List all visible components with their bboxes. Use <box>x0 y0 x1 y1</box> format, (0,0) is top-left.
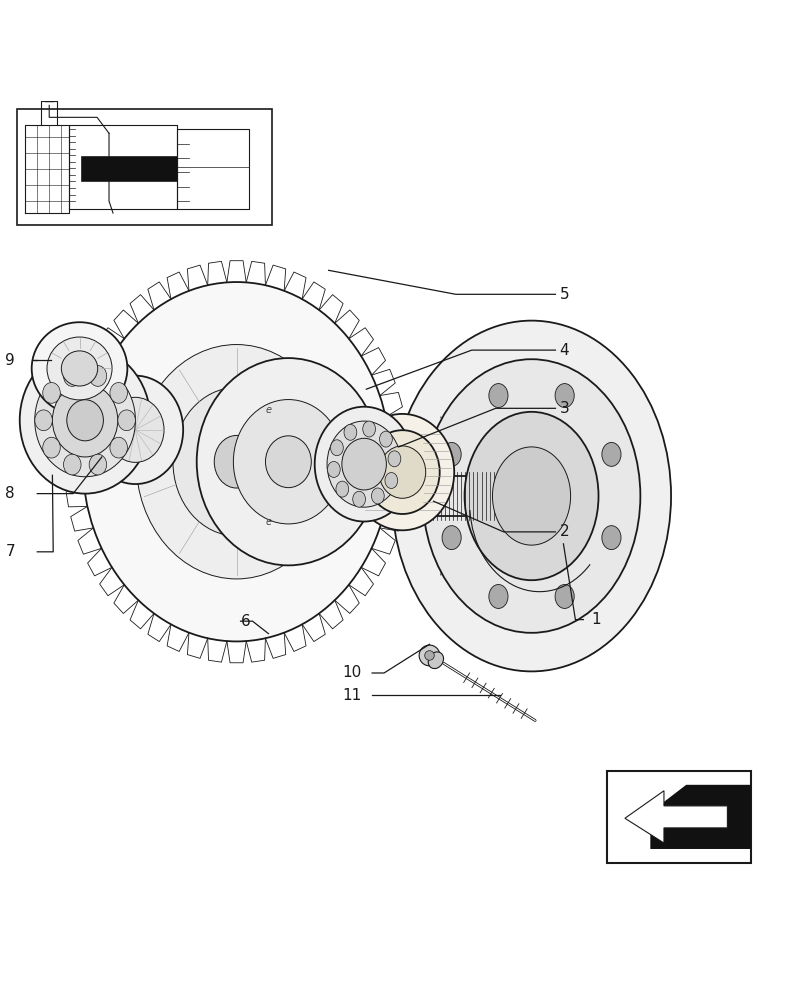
Text: 8: 8 <box>6 486 15 501</box>
Ellipse shape <box>555 585 574 608</box>
Ellipse shape <box>422 359 640 633</box>
Ellipse shape <box>336 481 349 497</box>
Ellipse shape <box>330 440 343 456</box>
Ellipse shape <box>110 437 127 458</box>
Text: 1: 1 <box>591 612 601 627</box>
Ellipse shape <box>34 364 135 477</box>
Ellipse shape <box>350 414 454 530</box>
Ellipse shape <box>42 437 60 458</box>
Ellipse shape <box>428 652 443 669</box>
Ellipse shape <box>173 388 300 536</box>
Ellipse shape <box>442 526 461 550</box>
Ellipse shape <box>314 407 414 522</box>
Ellipse shape <box>327 461 340 477</box>
Ellipse shape <box>266 436 311 488</box>
Ellipse shape <box>62 351 98 386</box>
Ellipse shape <box>53 384 118 457</box>
Ellipse shape <box>419 645 440 666</box>
Bar <box>81 156 177 181</box>
Ellipse shape <box>63 454 81 475</box>
Ellipse shape <box>379 431 392 447</box>
Ellipse shape <box>82 282 390 641</box>
Ellipse shape <box>362 421 375 437</box>
Text: 3: 3 <box>559 401 569 416</box>
Ellipse shape <box>20 347 150 494</box>
Ellipse shape <box>371 488 384 504</box>
Bar <box>607 771 750 863</box>
Ellipse shape <box>197 358 380 565</box>
Text: e: e <box>266 517 271 527</box>
Ellipse shape <box>509 468 549 524</box>
Ellipse shape <box>385 473 398 488</box>
Text: 5: 5 <box>559 287 569 302</box>
Text: 7: 7 <box>6 544 15 559</box>
Ellipse shape <box>465 412 598 580</box>
Ellipse shape <box>602 526 621 550</box>
Ellipse shape <box>118 410 135 431</box>
Ellipse shape <box>63 366 81 386</box>
Ellipse shape <box>353 491 366 507</box>
Text: 6: 6 <box>241 614 250 629</box>
Ellipse shape <box>234 400 343 524</box>
Ellipse shape <box>32 322 127 415</box>
Bar <box>18 109 273 225</box>
Ellipse shape <box>42 383 60 403</box>
Ellipse shape <box>89 454 106 475</box>
Polygon shape <box>650 785 750 849</box>
Text: 11: 11 <box>342 688 362 703</box>
Ellipse shape <box>327 421 401 507</box>
Ellipse shape <box>425 651 434 660</box>
Ellipse shape <box>66 400 103 441</box>
Text: 4: 4 <box>559 343 569 358</box>
Ellipse shape <box>214 435 259 488</box>
Ellipse shape <box>106 397 164 462</box>
Ellipse shape <box>344 424 357 440</box>
Ellipse shape <box>35 410 52 431</box>
Ellipse shape <box>489 384 508 408</box>
Ellipse shape <box>388 451 401 467</box>
Ellipse shape <box>493 447 570 545</box>
Ellipse shape <box>47 337 112 400</box>
Ellipse shape <box>555 384 574 408</box>
Ellipse shape <box>379 446 426 498</box>
Ellipse shape <box>136 345 337 579</box>
Ellipse shape <box>87 376 183 484</box>
Text: 2: 2 <box>559 524 569 539</box>
Ellipse shape <box>602 442 621 466</box>
Ellipse shape <box>342 438 386 490</box>
Text: 10: 10 <box>342 665 362 680</box>
Ellipse shape <box>489 585 508 608</box>
Text: e: e <box>266 405 271 415</box>
Ellipse shape <box>392 321 671 671</box>
Ellipse shape <box>89 366 106 386</box>
Ellipse shape <box>110 383 127 403</box>
Text: 9: 9 <box>6 353 15 368</box>
Ellipse shape <box>365 430 440 514</box>
Ellipse shape <box>442 442 461 466</box>
Polygon shape <box>625 791 727 843</box>
